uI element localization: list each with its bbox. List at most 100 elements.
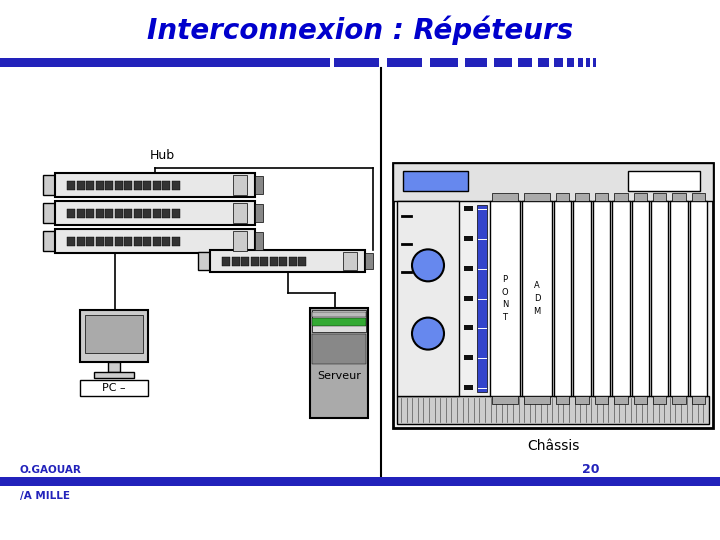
Bar: [614, 396, 628, 404]
Bar: [430, 58, 458, 67]
Bar: [298, 256, 306, 266]
Bar: [494, 58, 512, 67]
Bar: [393, 163, 713, 428]
Bar: [633, 478, 648, 485]
Bar: [86, 237, 94, 246]
Bar: [312, 318, 366, 326]
Bar: [233, 203, 247, 223]
Bar: [86, 208, 94, 218]
Bar: [397, 201, 459, 396]
Bar: [465, 58, 487, 67]
Bar: [556, 396, 570, 404]
Bar: [232, 256, 240, 266]
Bar: [105, 180, 113, 190]
Bar: [464, 355, 473, 360]
Bar: [133, 208, 142, 218]
Bar: [614, 193, 628, 201]
Bar: [702, 478, 710, 485]
Bar: [133, 237, 142, 246]
Bar: [222, 256, 230, 266]
Bar: [393, 163, 713, 201]
Bar: [108, 362, 120, 372]
Bar: [85, 315, 143, 353]
Bar: [653, 396, 666, 404]
Bar: [312, 312, 366, 317]
Bar: [80, 380, 148, 396]
Bar: [651, 201, 668, 396]
Bar: [595, 193, 608, 201]
Bar: [279, 256, 287, 266]
Bar: [670, 201, 688, 396]
Bar: [171, 208, 179, 218]
Bar: [538, 58, 549, 67]
Bar: [492, 396, 518, 404]
Bar: [714, 478, 720, 485]
Bar: [365, 253, 373, 269]
Bar: [124, 180, 132, 190]
Bar: [255, 176, 263, 194]
Bar: [80, 310, 148, 362]
Bar: [105, 208, 113, 218]
Bar: [153, 208, 161, 218]
Bar: [464, 325, 473, 330]
Bar: [522, 201, 552, 396]
Bar: [595, 396, 608, 404]
Bar: [578, 58, 583, 67]
Text: PC –: PC –: [102, 383, 126, 393]
Bar: [133, 180, 142, 190]
Circle shape: [412, 249, 444, 281]
Text: 20: 20: [582, 463, 600, 476]
Bar: [55, 201, 255, 225]
Bar: [94, 372, 134, 378]
Bar: [464, 206, 473, 211]
Bar: [260, 256, 268, 266]
Text: Serveur: Serveur: [317, 371, 361, 381]
Bar: [387, 58, 422, 67]
Bar: [86, 180, 94, 190]
Bar: [143, 180, 151, 190]
Text: Châssis: Châssis: [527, 439, 579, 453]
Bar: [524, 396, 550, 404]
Bar: [67, 180, 75, 190]
Bar: [43, 175, 55, 195]
Bar: [600, 478, 610, 485]
Bar: [114, 237, 122, 246]
Bar: [251, 256, 258, 266]
Bar: [575, 396, 589, 404]
Bar: [343, 252, 357, 270]
Bar: [0, 58, 330, 67]
Bar: [143, 208, 151, 218]
Bar: [43, 231, 55, 251]
Bar: [567, 58, 574, 67]
Bar: [124, 237, 132, 246]
Bar: [554, 58, 563, 67]
Bar: [653, 478, 667, 485]
Bar: [464, 236, 473, 241]
Bar: [672, 396, 685, 404]
Bar: [255, 232, 263, 250]
Bar: [55, 173, 255, 197]
Bar: [524, 193, 550, 201]
Bar: [210, 250, 365, 272]
Bar: [241, 256, 249, 266]
Bar: [690, 201, 707, 396]
Bar: [114, 208, 122, 218]
Bar: [653, 193, 666, 201]
Bar: [614, 478, 629, 485]
Bar: [692, 396, 705, 404]
Text: P
O
N
T: P O N T: [502, 275, 508, 322]
Bar: [692, 193, 705, 201]
Bar: [105, 237, 113, 246]
Bar: [464, 266, 473, 271]
Text: A
D
M: A D M: [534, 281, 541, 315]
Bar: [233, 231, 247, 251]
Bar: [575, 193, 589, 201]
Bar: [628, 171, 700, 191]
Bar: [114, 180, 122, 190]
Text: /A MILLE: /A MILLE: [20, 491, 70, 501]
Bar: [0, 477, 720, 486]
Circle shape: [412, 318, 444, 349]
Text: Interconnexion : Répéteurs: Interconnexion : Répéteurs: [147, 15, 573, 45]
Bar: [612, 201, 629, 396]
Bar: [334, 58, 379, 67]
